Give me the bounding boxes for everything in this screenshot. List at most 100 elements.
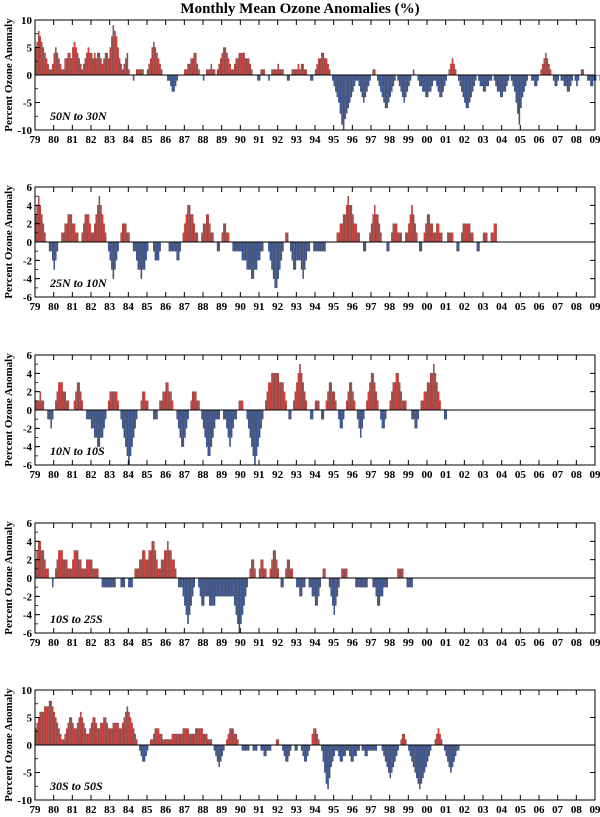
anomaly-bar bbox=[484, 232, 486, 243]
anomaly-bar bbox=[269, 382, 272, 411]
anomaly-bar bbox=[303, 744, 306, 762]
anomaly-bar bbox=[363, 74, 365, 103]
y-axis-label: Percent Ozone Anomaly bbox=[3, 688, 15, 802]
anomaly-bar bbox=[69, 717, 71, 746]
anomaly-bar bbox=[160, 400, 163, 411]
anomaly-bar bbox=[185, 728, 188, 746]
anomaly-bar bbox=[356, 577, 359, 588]
anomaly-bar bbox=[83, 63, 85, 76]
x-tick-label: 08 bbox=[571, 637, 583, 649]
anomaly-bar bbox=[349, 74, 351, 103]
x-tick-label: 01 bbox=[440, 804, 451, 816]
anomaly-bar bbox=[397, 232, 399, 243]
anomaly-bar bbox=[325, 58, 328, 76]
anomaly-bar bbox=[205, 577, 208, 597]
anomaly-bar bbox=[436, 74, 438, 87]
anomaly-bar bbox=[473, 74, 476, 87]
anomaly-bar bbox=[412, 214, 415, 243]
x-tick-label: 96 bbox=[347, 469, 359, 481]
anomaly-bar bbox=[344, 744, 346, 757]
anomaly-bar bbox=[95, 58, 98, 76]
anomaly-bar bbox=[283, 744, 286, 757]
anomaly-bar bbox=[428, 744, 430, 757]
anomaly-bar bbox=[568, 74, 570, 92]
anomaly-bar bbox=[459, 74, 462, 87]
anomaly-bar bbox=[433, 232, 435, 243]
anomaly-bar bbox=[330, 382, 332, 411]
anomaly-bar bbox=[288, 74, 290, 81]
anomaly-bar bbox=[336, 74, 339, 98]
anomaly-bar bbox=[345, 744, 348, 751]
anomaly-bar bbox=[257, 241, 259, 261]
anomaly-bar bbox=[518, 74, 521, 125]
anomaly-bar bbox=[227, 577, 230, 597]
anomaly-bar bbox=[106, 577, 108, 588]
anomaly-bar bbox=[405, 232, 407, 243]
anomaly-bar bbox=[314, 577, 317, 606]
x-tick-label: 97 bbox=[366, 804, 378, 816]
anomaly-bar bbox=[311, 733, 314, 746]
anomaly-bar bbox=[363, 241, 365, 252]
anomaly-bar bbox=[305, 744, 308, 762]
anomaly-bar bbox=[587, 74, 589, 81]
x-tick-label: 93 bbox=[291, 301, 303, 313]
anomaly-bar bbox=[97, 409, 99, 447]
anomaly-bar bbox=[358, 577, 360, 588]
anomaly-bar bbox=[199, 728, 202, 746]
x-tick-label: 04 bbox=[496, 134, 508, 146]
anomaly-bar bbox=[89, 52, 91, 76]
anomaly-bar bbox=[423, 74, 426, 92]
y-tick-label: -2 bbox=[23, 255, 33, 267]
anomaly-bar bbox=[37, 717, 40, 746]
anomaly-bar bbox=[72, 559, 74, 579]
anomaly-bar bbox=[207, 69, 210, 76]
x-tick-label: 96 bbox=[347, 804, 359, 816]
anomaly-bar bbox=[190, 400, 192, 411]
anomaly-bar bbox=[272, 373, 275, 411]
y-axis-label: Percent Ozone Anomaly bbox=[3, 353, 15, 467]
y-tick-label: 6 bbox=[27, 350, 33, 362]
anomaly-bar bbox=[210, 739, 213, 746]
anomaly-bar bbox=[146, 241, 149, 252]
x-tick-label: 92 bbox=[272, 637, 284, 649]
x-tick-label: 95 bbox=[328, 301, 340, 313]
x-tick-label: 87 bbox=[179, 804, 191, 816]
x-tick-label: 79 bbox=[30, 637, 42, 649]
anomaly-bar bbox=[69, 568, 71, 579]
anomaly-bar bbox=[345, 74, 348, 114]
anomaly-bar bbox=[100, 722, 102, 746]
anomaly-bar bbox=[134, 241, 136, 252]
anomaly-bar bbox=[535, 74, 538, 87]
x-tick-label: 08 bbox=[571, 804, 583, 816]
anomaly-bar bbox=[465, 223, 468, 243]
x-tick-label: 06 bbox=[534, 469, 546, 481]
anomaly-bar bbox=[193, 577, 196, 588]
anomaly-bar bbox=[375, 391, 378, 411]
anomaly-bar bbox=[123, 223, 126, 243]
anomaly-bar bbox=[451, 232, 454, 243]
anomaly-bar bbox=[478, 74, 480, 81]
x-tick-label: 00 bbox=[422, 804, 434, 816]
anomaly-bar bbox=[191, 214, 194, 243]
anomaly-bar bbox=[230, 69, 233, 76]
anomaly-bar bbox=[580, 69, 583, 76]
anomaly-bar bbox=[182, 577, 185, 597]
anomaly-bar bbox=[456, 744, 458, 751]
anomaly-bar bbox=[425, 223, 427, 243]
anomaly-bar bbox=[95, 722, 98, 746]
x-tick-label: 03 bbox=[478, 134, 490, 146]
anomaly-bar bbox=[142, 69, 144, 76]
anomaly-bar bbox=[554, 74, 556, 87]
anomaly-bar bbox=[64, 559, 66, 579]
anomaly-bar bbox=[437, 74, 440, 92]
anomaly-bar bbox=[293, 400, 295, 411]
anomaly-bar bbox=[266, 744, 269, 751]
x-tick-label: 84 bbox=[123, 134, 135, 146]
anomaly-bar bbox=[261, 744, 264, 751]
anomaly-bar bbox=[391, 74, 393, 92]
anomaly-bar bbox=[90, 52, 93, 76]
anomaly-bar bbox=[195, 391, 197, 411]
anomaly-bar bbox=[121, 722, 124, 746]
anomaly-bar bbox=[212, 69, 214, 76]
